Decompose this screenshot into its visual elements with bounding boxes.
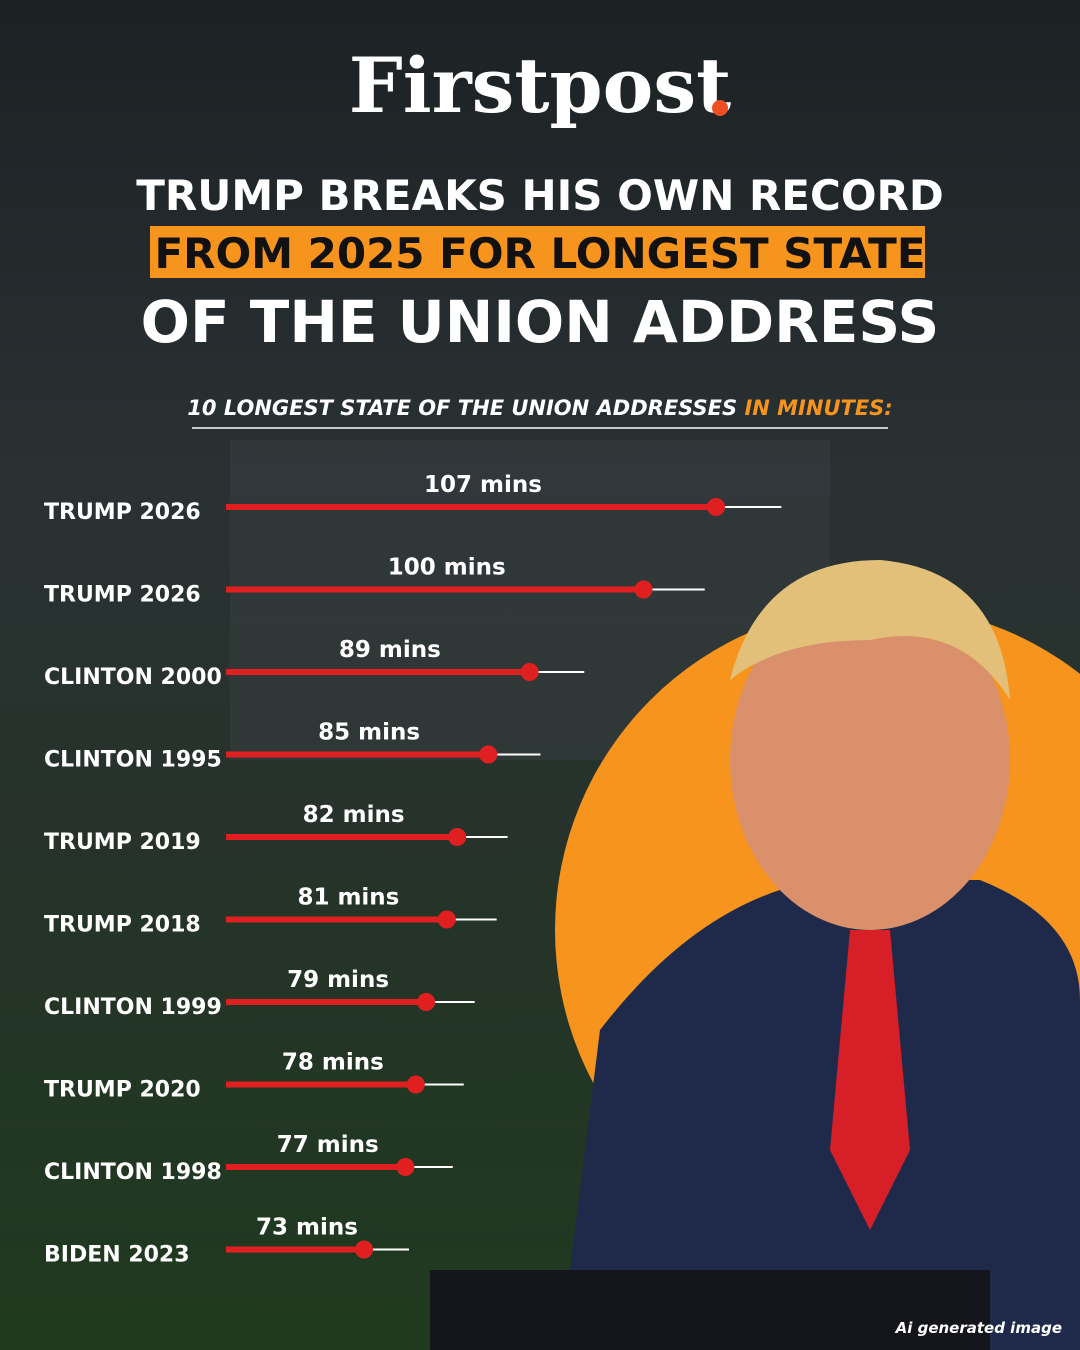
category-label: CLINTON 1999: [44, 995, 222, 1020]
bar-dot: [479, 745, 498, 764]
bar-dot: [707, 498, 725, 516]
bar-dot: [396, 1158, 415, 1176]
title-line: FROM 2025 FOR LONGEST STATE: [154, 229, 925, 278]
bar-dot: [437, 910, 456, 929]
bar-dot: [520, 663, 539, 681]
category-label: CLINTON 1998: [44, 1160, 222, 1185]
category-label: TRUMP 2019: [44, 830, 201, 855]
footnote: Ai generated image: [895, 1319, 1062, 1337]
subtitle: 10 LONGEST STATE OF THE UNION ADDRESSES …: [187, 396, 892, 420]
value-label: 78 mins: [282, 1050, 384, 1076]
value-label: 89 mins: [339, 637, 441, 663]
bar-dot: [634, 580, 653, 599]
category-label: TRUMP 2026: [44, 583, 201, 608]
category-label: TRUMP 2026: [44, 500, 201, 525]
bar-dot: [406, 1075, 425, 1094]
value-label: 73 mins: [256, 1215, 358, 1241]
speaker-hair: [730, 560, 1010, 700]
brand: Firstpost: [349, 41, 732, 130]
value-label: 79 mins: [287, 967, 389, 993]
subtitle-text: 10 LONGEST STATE OF THE UNION ADDRESSES: [187, 396, 737, 420]
value-label: 77 mins: [277, 1132, 379, 1158]
value-label: 85 mins: [318, 720, 420, 746]
bar-dot: [355, 1240, 373, 1259]
category-label: TRUMP 2018: [44, 913, 201, 938]
speaker-silhouette: [560, 880, 1080, 1350]
speaker-tie: [830, 930, 910, 1230]
bar-dot: [448, 828, 467, 846]
bar-dot: [417, 993, 436, 1011]
title-line: TRUMP BREAKS HIS OWN RECORD: [136, 171, 943, 220]
value-label: 107 mins: [424, 472, 542, 498]
category-label: TRUMP 2020: [44, 1078, 201, 1103]
chart-rows: TRUMP 2026 107 mins TRUMP 2026 100 mins CLIN…: [44, 472, 782, 1268]
category-label: CLINTON 2000: [44, 665, 222, 690]
category-label: BIDEN 2023: [44, 1243, 190, 1268]
subtitle-highlight: IN MINUTES:: [744, 396, 892, 420]
value-label: 100 mins: [388, 555, 506, 581]
speaker-head: [730, 590, 1010, 930]
brand-dot: [712, 100, 728, 116]
value-label: 81 mins: [297, 885, 399, 911]
value-label: 82 mins: [303, 802, 405, 828]
podium: [430, 1270, 990, 1350]
title-highlight: [150, 226, 925, 278]
category-label: CLINTON 1995: [44, 748, 222, 773]
title-line: OF THE UNION ADDRESS: [141, 288, 940, 356]
